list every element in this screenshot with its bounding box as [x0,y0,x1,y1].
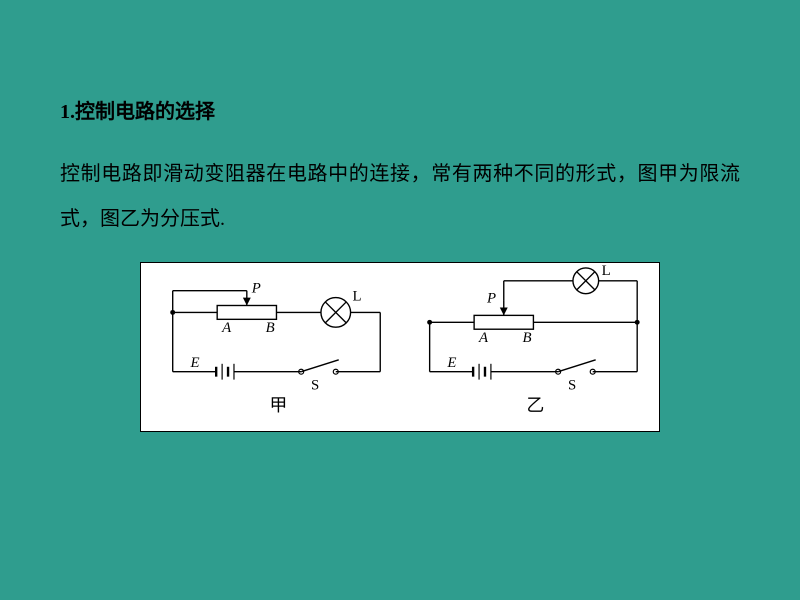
section-heading: 1.控制电路的选择 [60,95,740,124]
label-B-left: B [266,320,275,336]
label-A-left: A [221,320,232,336]
label-L-right: L [602,263,611,279]
label-P-right: P [486,291,496,307]
label-E-right: E [446,355,456,371]
label-E-left: E [189,355,199,371]
slide: 1.控制电路的选择 控制电路即滑动变阻器在电路中的连接，常有两种不同的形式，图甲… [0,0,800,600]
label-S-left: S [311,377,319,393]
label-S-right: S [568,377,576,393]
circuit-right: A B P S E [427,263,639,415]
caption-left: 甲 [270,395,288,415]
body-paragraph: 控制电路即滑动变阻器在电路中的连接，常有两种不同的形式，图甲为限流式，图乙为分压… [60,152,740,242]
caption-right: 乙 [526,395,544,415]
label-L-left: L [353,289,362,305]
label-P-left: P [251,281,261,297]
circuit-left: A B P L S [170,281,380,416]
label-A-right: A [478,330,489,346]
circuit-figure: A B P L S [140,262,660,432]
label-B-right: B [523,330,532,346]
